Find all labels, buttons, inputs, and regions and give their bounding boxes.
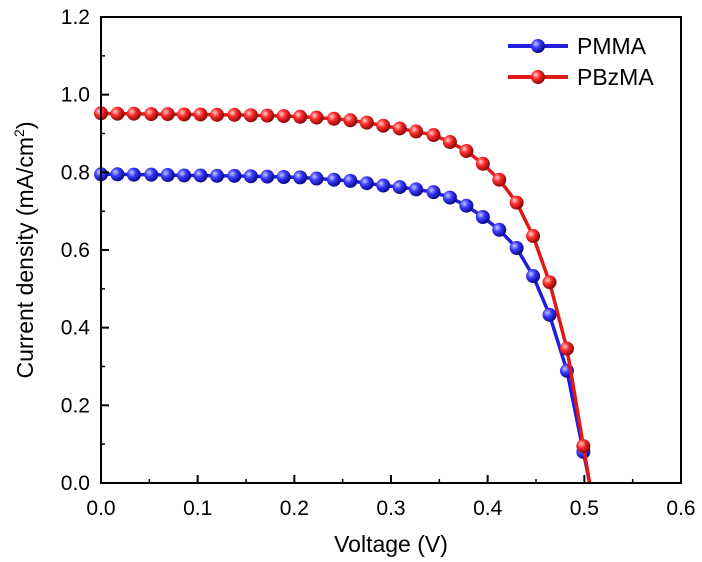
data-point-pmma [409, 182, 424, 197]
legend-label-pmma: PMMA [577, 33, 647, 59]
data-point-pmma [276, 169, 291, 184]
data-point-pmma [542, 307, 557, 322]
y-tick-label: 0.6 [61, 239, 90, 262]
data-point-pmma [126, 167, 141, 182]
data-point-pbzma [392, 121, 407, 136]
data-point-pmma [526, 269, 541, 284]
data-point-pbzma [509, 195, 524, 210]
data-point-pbzma [260, 108, 275, 123]
data-point-pbzma [542, 275, 557, 290]
data-point-pbzma [359, 115, 374, 130]
x-tick-label: 0.4 [473, 497, 503, 520]
data-point-pbzma [442, 135, 457, 150]
x-tick-label: 0.6 [666, 497, 695, 520]
data-point-pmma [260, 169, 275, 184]
data-point-pbzma [559, 341, 574, 356]
data-point-pbzma [126, 106, 141, 121]
data-point-pbzma [110, 106, 125, 121]
data-point-pmma [392, 180, 407, 195]
data-point-pmma [193, 168, 208, 183]
x-tick-label: 0.0 [86, 497, 115, 520]
y-axis-title-sup: 2 [11, 129, 27, 137]
data-point-pbzma [376, 118, 391, 133]
data-point-pmma [376, 178, 391, 193]
data-point-pbzma [459, 143, 474, 158]
data-point-pbzma [576, 439, 591, 454]
y-axis-title: Current density (mA/cm2) [11, 121, 38, 378]
data-point-pmma [227, 168, 242, 183]
series-line-pmma [101, 172, 592, 484]
x-tick-label: 0.3 [376, 497, 405, 520]
data-point-pmma [492, 222, 507, 237]
legend-marker-pmma [531, 39, 545, 53]
data-point-pbzma [160, 107, 175, 122]
data-point-pbzma [475, 156, 490, 171]
data-point-pmma [293, 170, 308, 185]
legend: PMMA PBzMA [508, 33, 654, 90]
data-point-pmma [160, 168, 175, 183]
y-axis-title-main: Current density (mA/cm [12, 137, 38, 379]
y-tick-label: 0.0 [61, 472, 90, 495]
legend-marker-pbzma [531, 70, 545, 84]
data-point-pmma [459, 198, 474, 213]
data-point-pmma [509, 241, 524, 256]
data-point-pbzma [426, 128, 441, 143]
data-point-pmma [243, 169, 258, 184]
data-point-pmma [210, 168, 224, 183]
y-axis-title-close: ) [12, 121, 38, 129]
y-tick-label: 0.2 [61, 394, 90, 417]
data-point-pbzma [227, 107, 242, 122]
data-point-pbzma [193, 107, 208, 122]
y-tick-label: 0.8 [61, 161, 90, 184]
data-point-pbzma [210, 107, 224, 122]
x-tick-label: 0.5 [570, 497, 599, 520]
data-point-pmma [426, 185, 441, 200]
data-point-pbzma [309, 110, 324, 125]
data-point-pmma [343, 173, 358, 188]
data-point-pbzma [526, 229, 541, 244]
series-line-pbzma [100, 111, 592, 484]
data-point-pbzma [144, 107, 159, 122]
x-tick-label: 0.1 [183, 497, 212, 520]
data-point-pmma [177, 168, 192, 183]
data-point-pmma [144, 167, 159, 182]
x-axis-title: Voltage (V) [334, 531, 448, 557]
data-point-pmma [442, 190, 457, 205]
data-point-pbzma [343, 113, 358, 128]
data-point-pbzma [326, 111, 341, 126]
data-point-pbzma [293, 109, 308, 124]
y-tick-label: 0.4 [61, 317, 91, 340]
data-point-pmma [359, 176, 374, 191]
data-point-pbzma [177, 107, 192, 122]
data-point-pbzma [492, 172, 507, 187]
data-point-pmma [110, 167, 125, 182]
data-point-pmma [475, 209, 490, 224]
data-point-pbzma [276, 109, 291, 124]
data-point-pmma [326, 172, 341, 187]
x-tick-label: 0.2 [280, 497, 309, 520]
y-tick-label: 1.2 [61, 6, 90, 29]
legend-label-pbzma: PBzMA [577, 64, 654, 90]
data-point-pbzma [243, 108, 258, 123]
data-point-pbzma [409, 124, 424, 139]
y-tick-label: 1.0 [61, 84, 90, 107]
data-point-pmma [309, 171, 324, 186]
